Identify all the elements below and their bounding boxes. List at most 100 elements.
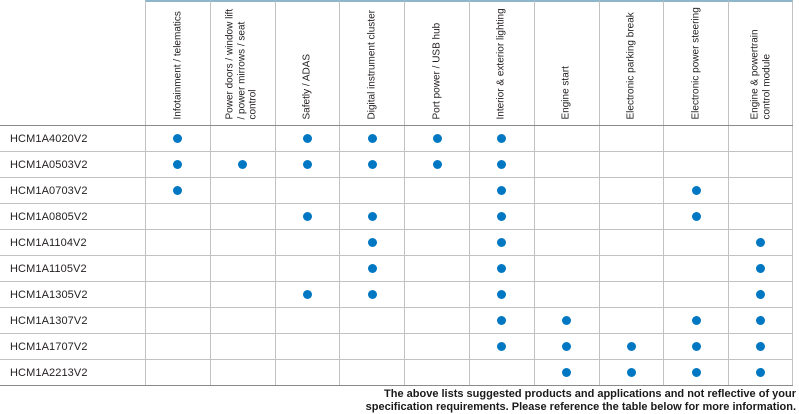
matrix-cell <box>145 152 210 177</box>
application-dot <box>756 316 766 325</box>
application-dot <box>367 264 377 273</box>
table-row: HCM1A2213V2 <box>0 360 793 386</box>
matrix-cell <box>598 204 664 229</box>
application-dot <box>497 264 507 273</box>
application-dot <box>756 342 766 351</box>
application-dot <box>497 212 507 221</box>
matrix-cell <box>728 256 793 281</box>
matrix-cell <box>145 126 210 151</box>
matrix-cell <box>598 360 664 385</box>
application-dot <box>432 160 442 169</box>
matrix-cell <box>339 282 404 307</box>
matrix-cell <box>339 360 404 385</box>
product-model-label: HCM1A1305V2 <box>10 288 88 301</box>
matrix-cell <box>404 256 469 281</box>
table-row: HCM1A0503V2 <box>0 152 793 178</box>
matrix-cell <box>404 230 469 255</box>
matrix-cell <box>468 204 534 229</box>
application-dot <box>626 342 636 351</box>
matrix-cell <box>663 152 728 177</box>
column-header: Electronic power steering <box>663 0 729 125</box>
application-dot <box>367 290 377 299</box>
matrix-cell <box>533 360 599 385</box>
column-header: Port power / USB hub <box>404 0 469 125</box>
matrix-cell <box>339 334 404 359</box>
matrix-cell <box>209 204 275 229</box>
application-dot <box>497 316 507 325</box>
matrix-cell <box>533 178 599 203</box>
matrix-cell <box>145 230 210 255</box>
footer-note-line-1: The above lists suggested products and a… <box>384 388 796 400</box>
product-model-label: HCM1A0503V2 <box>10 158 88 171</box>
header-corner <box>0 0 145 125</box>
application-dot <box>497 186 507 195</box>
application-dot <box>302 212 312 221</box>
matrix-cell <box>663 360 728 385</box>
matrix-cell <box>145 334 210 359</box>
application-dot <box>173 160 183 169</box>
column-header: Interior & exterior lighting <box>468 0 534 125</box>
matrix-cell <box>339 204 404 229</box>
matrix-cell <box>663 230 728 255</box>
column-header-label: Power doors / window lift / power mirrow… <box>225 8 260 119</box>
matrix-cell <box>209 308 275 333</box>
application-dot <box>497 238 507 247</box>
column-header-label: Engine start <box>560 65 572 119</box>
product-model-label: HCM1A1707V2 <box>10 340 88 353</box>
matrix-cell <box>274 178 340 203</box>
matrix-cell <box>274 126 340 151</box>
application-dot <box>367 160 377 169</box>
matrix-cell <box>468 126 534 151</box>
matrix-cell <box>663 256 728 281</box>
matrix-cell <box>598 256 664 281</box>
product-model-label: HCM1A0805V2 <box>10 210 88 223</box>
matrix-cell <box>728 230 793 255</box>
column-header: Electronic parking break <box>598 0 664 125</box>
matrix-cell <box>598 282 664 307</box>
application-dot <box>367 238 377 247</box>
matrix-cell <box>145 360 210 385</box>
matrix-cell <box>728 178 793 203</box>
matrix-cell <box>663 334 728 359</box>
matrix-cell <box>598 308 664 333</box>
column-header: Engine & powertrain control module <box>728 0 793 125</box>
matrix-cell <box>468 152 534 177</box>
column-header: Infotainment / telematics <box>145 0 210 125</box>
table-row: HCM1A1707V2 <box>0 334 793 360</box>
product-model-label: HCM1A0703V2 <box>10 184 88 197</box>
matrix-cell <box>533 126 599 151</box>
matrix-cell <box>468 282 534 307</box>
application-dot <box>562 368 572 377</box>
application-dot <box>497 134 507 143</box>
product-model-label: HCM1A2213V2 <box>10 366 88 379</box>
matrix-cell <box>404 308 469 333</box>
matrix-cell <box>339 308 404 333</box>
matrix-cell <box>209 256 275 281</box>
matrix-cell <box>663 282 728 307</box>
column-header-label: Electronic power steering <box>690 6 702 119</box>
matrix-cell <box>468 230 534 255</box>
table-row: HCM1A0805V2 <box>0 204 793 230</box>
column-header: Engine start <box>533 0 599 125</box>
table-row: HCM1A1105V2 <box>0 256 793 282</box>
matrix-cell <box>274 360 340 385</box>
matrix-cell <box>339 152 404 177</box>
matrix-cell <box>663 126 728 151</box>
application-dot <box>432 134 442 143</box>
matrix-cell <box>404 334 469 359</box>
table-row: HCM1A0703V2 <box>0 178 793 204</box>
matrix-cell <box>598 126 664 151</box>
matrix-cell <box>404 282 469 307</box>
matrix-cell <box>728 282 793 307</box>
matrix-cell <box>145 256 210 281</box>
application-dot <box>302 290 312 299</box>
matrix-cell <box>598 152 664 177</box>
product-application-matrix: Infotainment / telematics Power doors / w… <box>0 0 793 386</box>
footer-note-line-2: specification requirements. Please refer… <box>365 401 796 413</box>
matrix-cell <box>209 360 275 385</box>
application-dot <box>367 134 377 143</box>
column-header-label: Digital instrument cluster <box>366 9 378 119</box>
matrix-cell <box>533 230 599 255</box>
application-dot <box>691 316 701 325</box>
table-row: HCM1A1104V2 <box>0 230 793 256</box>
